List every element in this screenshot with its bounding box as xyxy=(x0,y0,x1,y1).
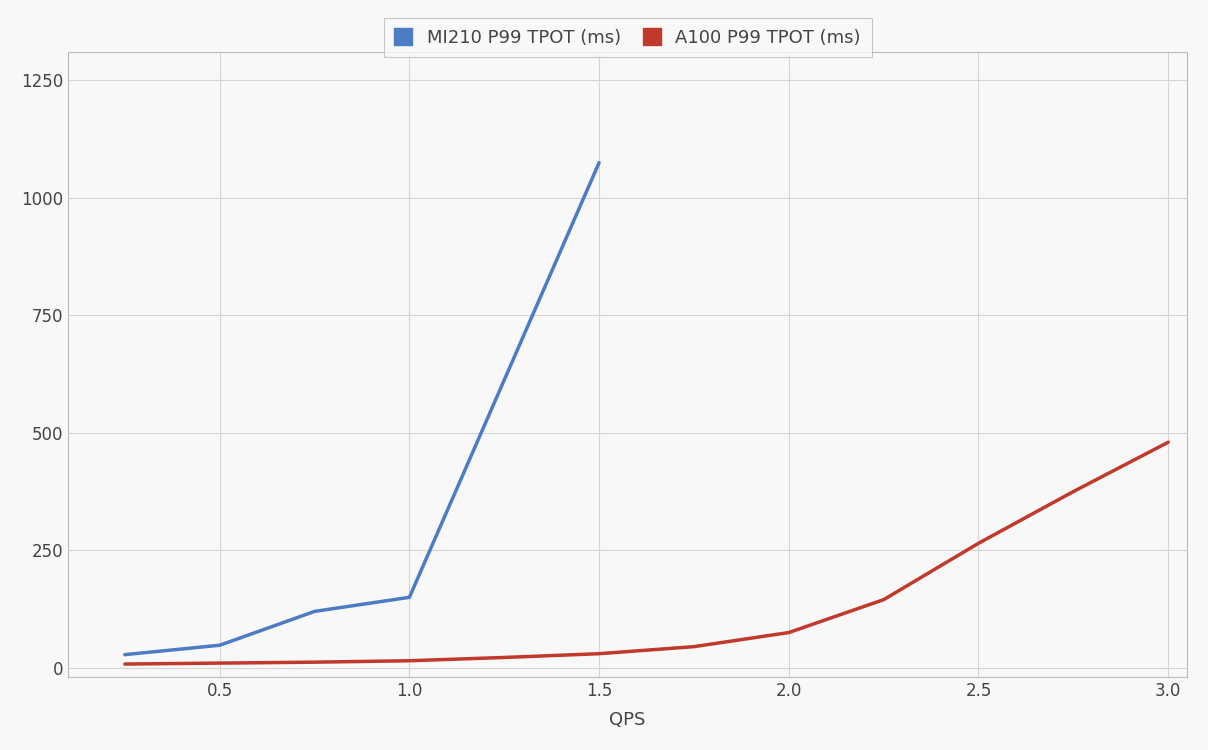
Legend: MI210 P99 TPOT (ms), A100 P99 TPOT (ms): MI210 P99 TPOT (ms), A100 P99 TPOT (ms) xyxy=(384,17,871,58)
X-axis label: QPS: QPS xyxy=(609,711,646,729)
